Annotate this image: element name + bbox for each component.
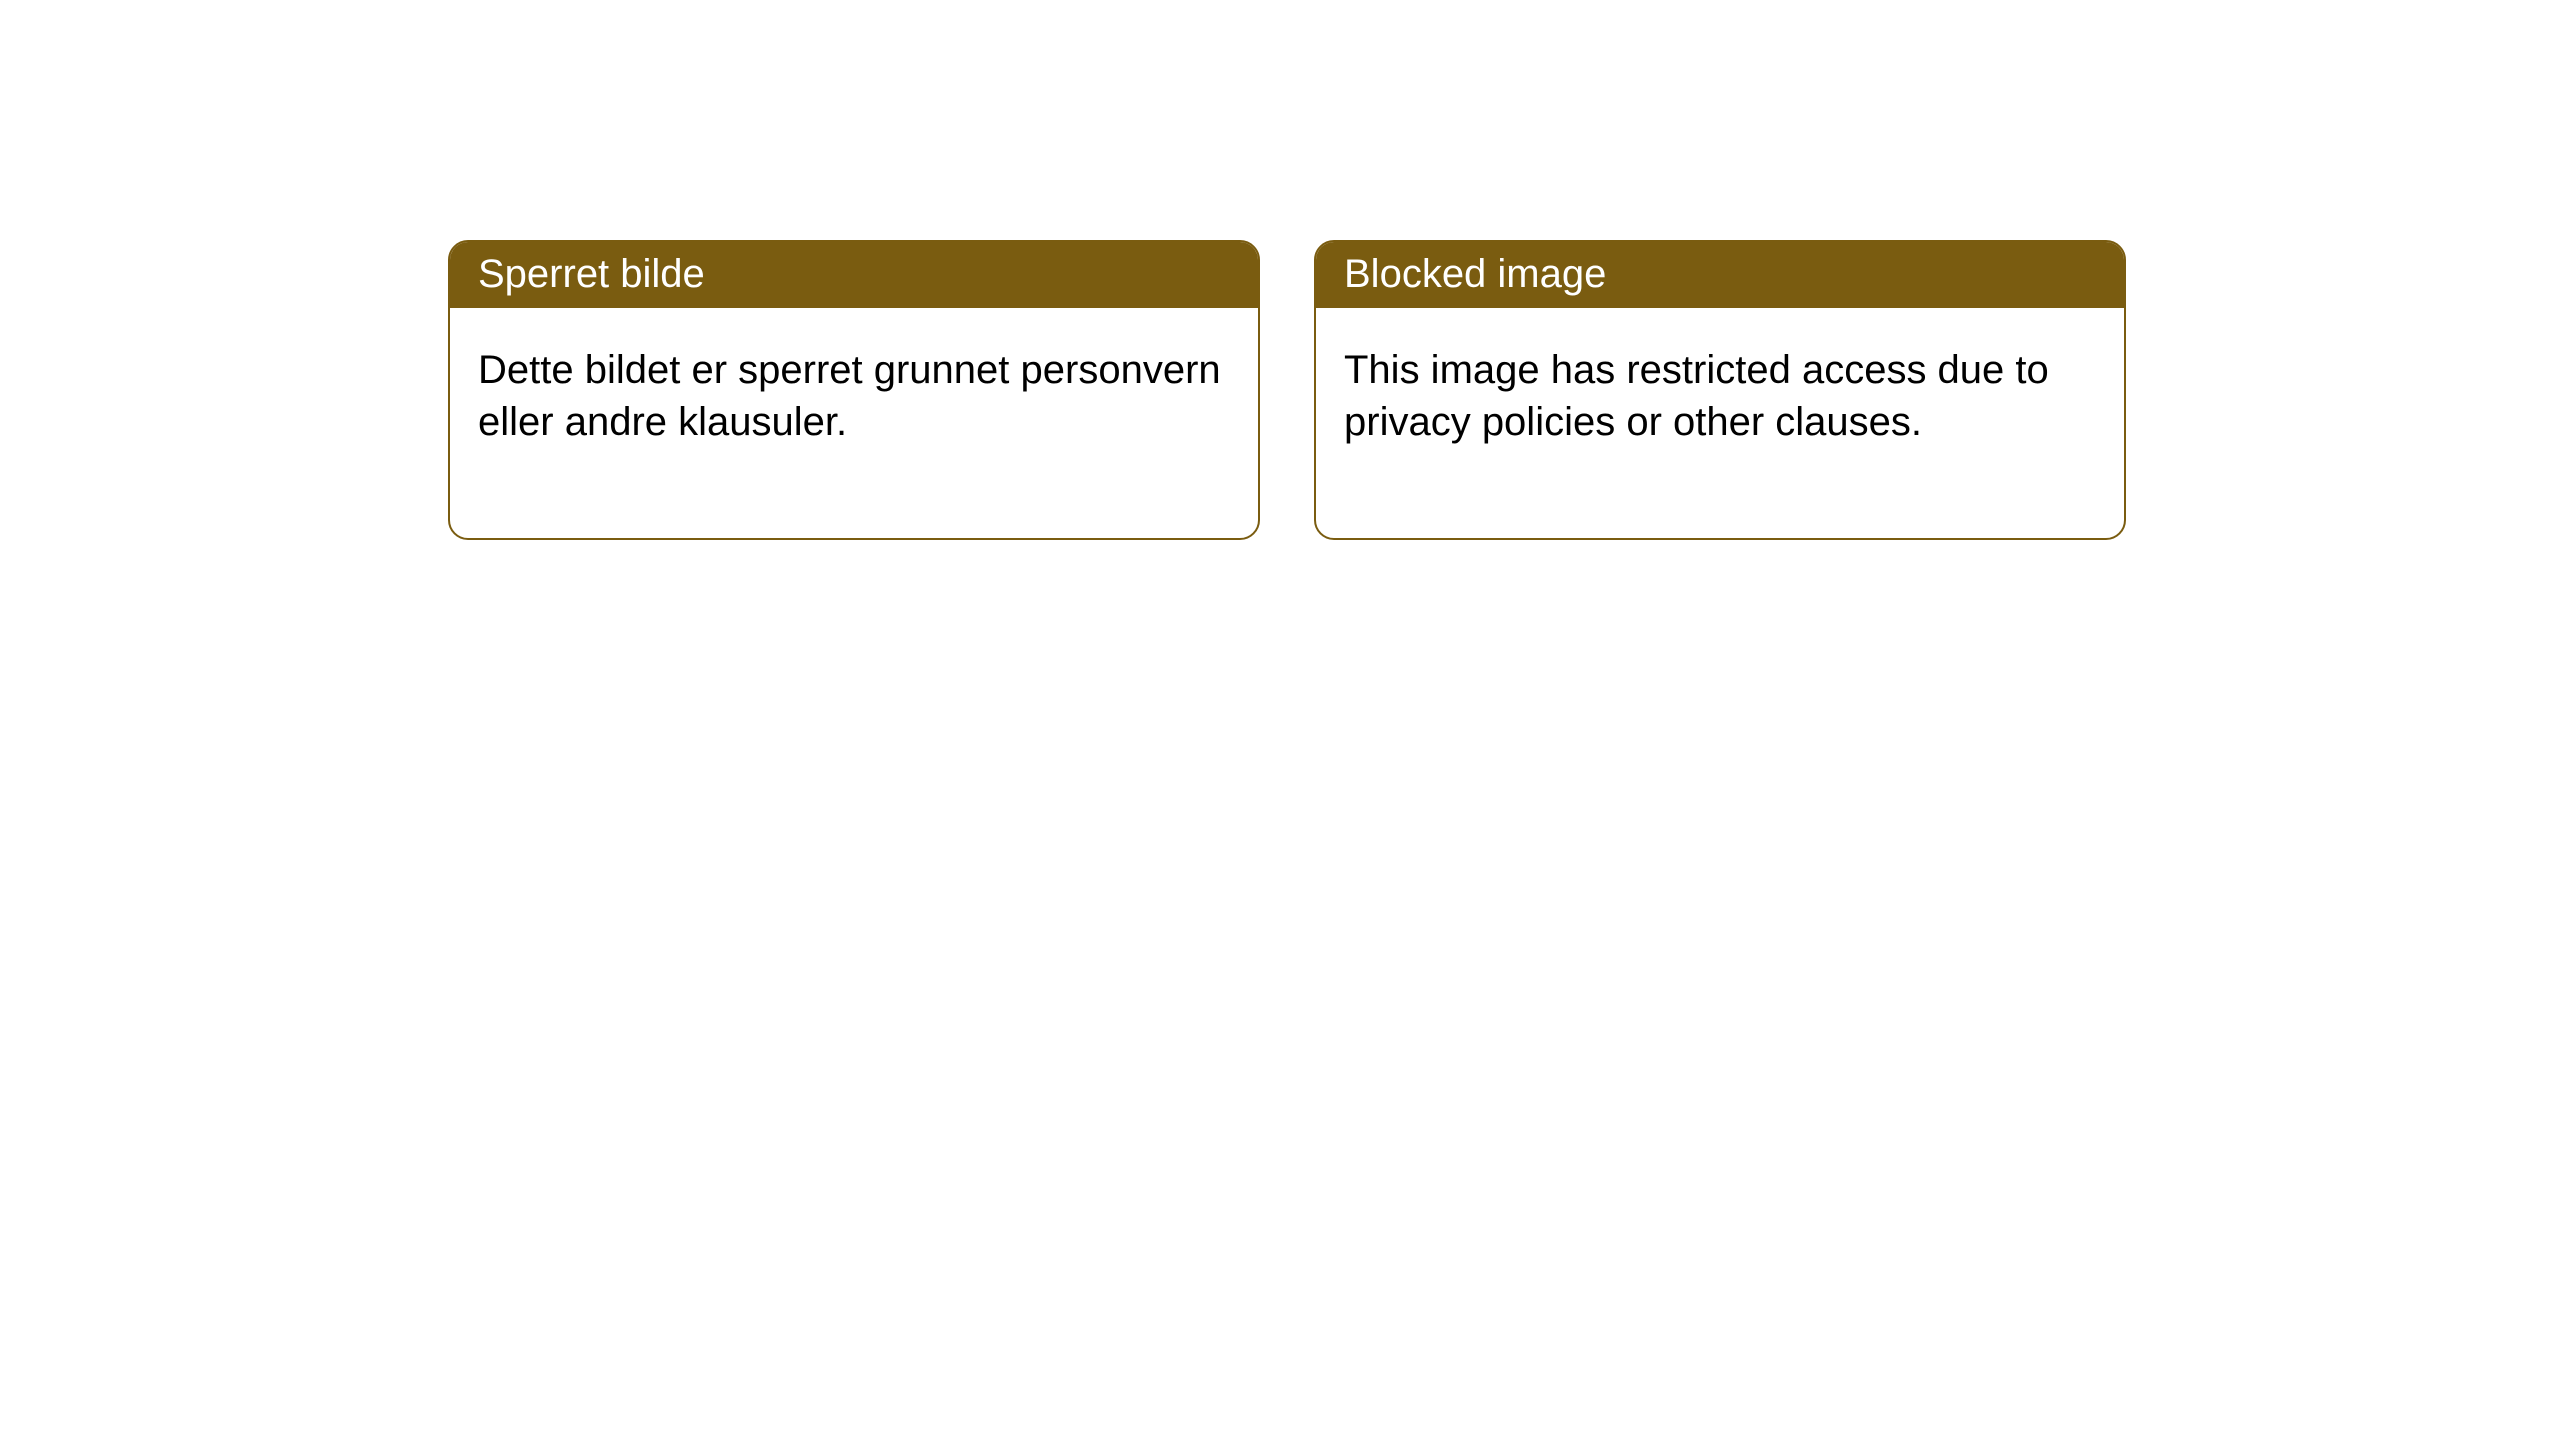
notice-container: Sperret bilde Dette bildet er sperret gr…: [0, 0, 2560, 540]
notice-card-norwegian: Sperret bilde Dette bildet er sperret gr…: [448, 240, 1260, 540]
notice-header: Sperret bilde: [450, 242, 1258, 308]
notice-body: This image has restricted access due to …: [1316, 308, 2124, 538]
notice-body: Dette bildet er sperret grunnet personve…: [450, 308, 1258, 538]
notice-header: Blocked image: [1316, 242, 2124, 308]
notice-card-english: Blocked image This image has restricted …: [1314, 240, 2126, 540]
